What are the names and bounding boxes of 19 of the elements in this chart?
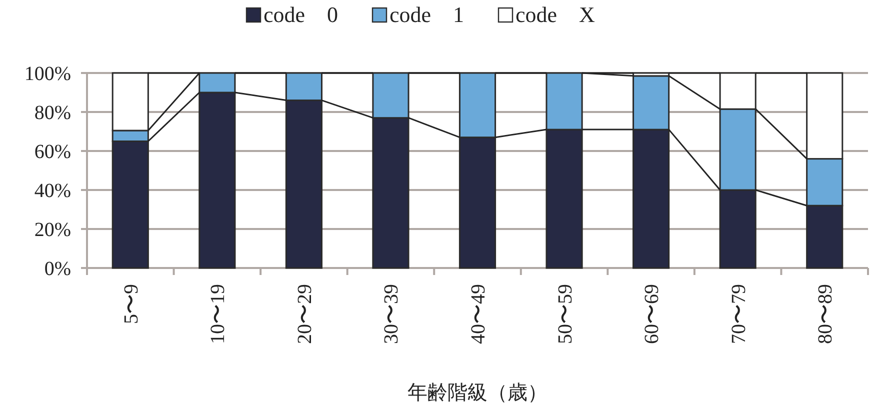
y-tick-label: 40% (34, 180, 71, 202)
legend-label: code X (516, 2, 596, 27)
x-tick-label: 70〜79 (728, 284, 750, 344)
x-axis-title: 年齢階級（歳） (408, 382, 548, 404)
y-tick-label: 60% (34, 141, 71, 163)
x-tick-label: 40〜49 (468, 284, 490, 344)
legend-label: code 1 (390, 2, 464, 27)
x-tick-label: 20〜29 (294, 284, 316, 344)
x-tick-label: 80〜89 (814, 284, 837, 344)
x-tick-label: 50〜59 (554, 284, 576, 344)
x-tick-label: 30〜39 (380, 284, 403, 344)
y-tick-label: 80% (34, 102, 71, 124)
y-tick-label: 20% (34, 219, 71, 241)
y-tick-label: 0% (44, 258, 71, 280)
y-tick-label: 100% (24, 63, 71, 85)
x-tick-label: 5〜9 (120, 284, 142, 324)
x-tick-label: 10〜19 (207, 284, 230, 344)
x-tick-label: 60〜69 (641, 284, 664, 344)
legend-label: code 0 (264, 2, 338, 27)
